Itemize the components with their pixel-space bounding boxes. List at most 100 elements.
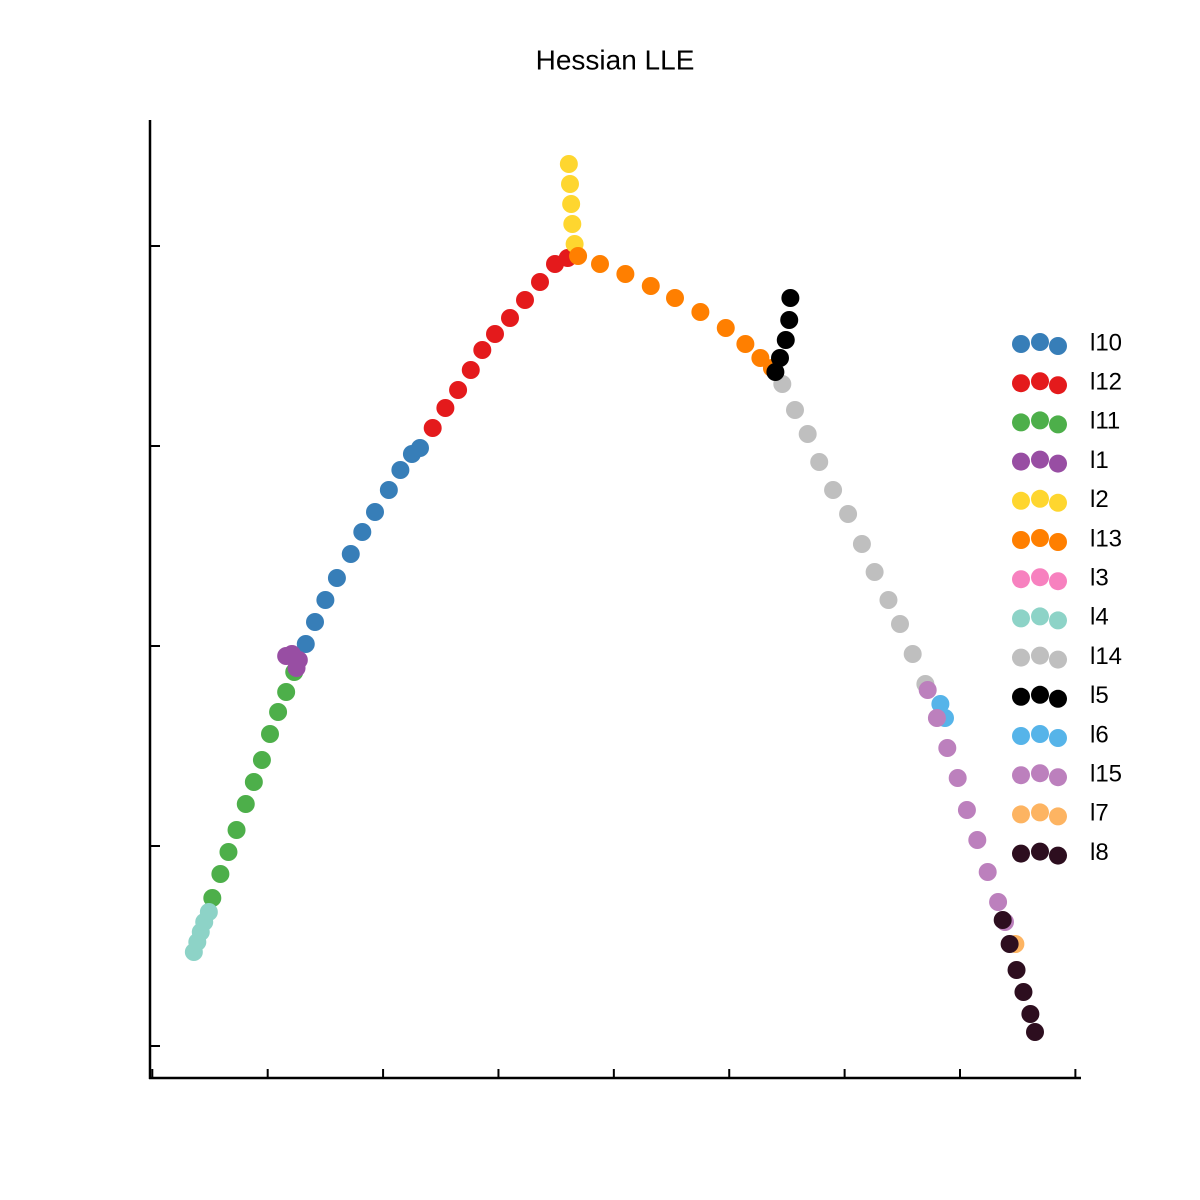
point: [736, 335, 755, 353]
point: [561, 175, 579, 193]
point: [781, 289, 800, 307]
point: [968, 831, 987, 849]
point: [641, 277, 660, 295]
legend-marker: [1049, 846, 1067, 865]
legend-marker: [1049, 689, 1067, 708]
legend-marker: [1012, 570, 1030, 589]
legend-marker: [1012, 844, 1030, 863]
point: [366, 503, 384, 521]
legend-marker: [1012, 648, 1030, 667]
point: [559, 155, 578, 173]
point: [569, 247, 588, 265]
legend-marker: [1012, 687, 1030, 706]
point: [411, 439, 429, 457]
point: [199, 903, 218, 921]
legend-marker: [1012, 335, 1030, 353]
point: [891, 615, 909, 633]
legend-marker: [1012, 491, 1030, 510]
legend-marker: [1031, 685, 1049, 704]
point: [449, 381, 468, 399]
point: [203, 889, 222, 907]
legend-marker: [1012, 531, 1030, 549]
point: [1007, 961, 1026, 979]
legend-marker: [1049, 572, 1067, 591]
legend-label: l4: [1090, 604, 1109, 631]
legend-label: l8: [1090, 839, 1109, 866]
legend-label: l12: [1090, 369, 1122, 396]
point: [1026, 1023, 1044, 1041]
point: [865, 563, 884, 581]
point: [473, 341, 492, 359]
legend-marker: [1012, 374, 1030, 393]
point: [1014, 983, 1033, 1001]
legend-marker: [1031, 803, 1049, 822]
legend-marker: [1049, 337, 1067, 355]
legend-marker: [1031, 725, 1049, 743]
legend-label: l2: [1090, 486, 1109, 513]
legend-label: l5: [1090, 682, 1109, 709]
point: [927, 709, 946, 727]
legend-marker: [1031, 842, 1049, 861]
point: [903, 645, 922, 663]
legend-label: l15: [1090, 761, 1122, 788]
point: [563, 215, 582, 233]
legend-marker: [1049, 533, 1067, 551]
point: [852, 535, 871, 553]
legend-marker: [1049, 493, 1067, 512]
legend-marker: [1049, 807, 1067, 826]
point: [236, 795, 255, 813]
point: [501, 309, 519, 327]
point: [269, 703, 288, 721]
point: [244, 773, 263, 791]
point: [379, 481, 398, 499]
point: [691, 303, 710, 321]
legend-marker: [1012, 805, 1030, 824]
point: [776, 331, 795, 349]
point: [436, 399, 455, 417]
legend-label: l10: [1090, 329, 1122, 356]
point: [327, 569, 346, 587]
point: [978, 863, 997, 881]
point: [839, 505, 858, 523]
point: [948, 769, 967, 787]
point: [227, 821, 246, 839]
chart-title: Hessian LLE: [536, 44, 695, 75]
legend-label: l7: [1090, 800, 1109, 827]
point: [486, 325, 504, 343]
point: [938, 739, 957, 757]
point: [591, 255, 609, 273]
point: [1000, 935, 1019, 953]
point: [1021, 1005, 1040, 1023]
legend-marker: [1031, 372, 1049, 391]
legend-marker: [1049, 650, 1067, 669]
point: [287, 659, 306, 677]
point: [771, 349, 789, 367]
legend-marker: [1031, 764, 1049, 783]
legend-label: l6: [1090, 721, 1109, 748]
point: [296, 635, 315, 653]
legend-label: l14: [1090, 643, 1122, 670]
legend-label: l13: [1090, 525, 1122, 552]
legend-marker: [1031, 333, 1049, 351]
point: [316, 591, 335, 609]
point: [219, 843, 238, 861]
legend-marker: [1012, 452, 1030, 471]
legend-marker: [1031, 646, 1049, 665]
legend-marker: [1031, 607, 1049, 626]
legend-marker: [1031, 489, 1049, 508]
point: [261, 725, 279, 743]
point: [957, 801, 976, 819]
point: [780, 311, 799, 329]
point: [531, 273, 549, 291]
legend-marker: [1031, 450, 1049, 469]
point: [716, 319, 735, 337]
point: [824, 481, 843, 499]
legend-marker: [1049, 611, 1067, 630]
legend-marker: [1049, 729, 1067, 747]
legend-marker: [1049, 454, 1067, 473]
legend-marker: [1031, 411, 1049, 430]
legend-marker: [1012, 413, 1030, 432]
point: [277, 683, 296, 701]
legend-marker: [1012, 727, 1030, 745]
